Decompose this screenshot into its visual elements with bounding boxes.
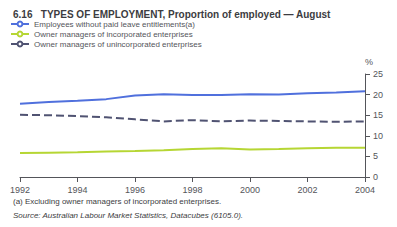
- svg-text:0: 0: [373, 172, 378, 182]
- svg-text:25: 25: [373, 69, 383, 79]
- svg-text:(a) Excluding owner managers o: (a) Excluding owner managers of incorpor…: [13, 197, 221, 206]
- svg-text:Source: Australian Labour Mark: Source: Australian Labour Market Statist…: [13, 211, 243, 220]
- svg-text:20: 20: [373, 90, 383, 100]
- svg-text:1996: 1996: [125, 185, 145, 195]
- svg-text:10: 10: [373, 131, 383, 141]
- svg-text:2000: 2000: [240, 185, 260, 195]
- svg-text:15: 15: [373, 110, 383, 120]
- svg-text:%: %: [365, 57, 373, 67]
- svg-text:5: 5: [373, 151, 378, 161]
- svg-text:1992: 1992: [10, 185, 30, 195]
- svg-text:1998: 1998: [182, 185, 202, 195]
- svg-text:Employees without paid leave e: Employees without paid leave entitlement…: [34, 20, 195, 29]
- svg-text:2004: 2004: [355, 185, 375, 195]
- svg-text:1994: 1994: [67, 185, 87, 195]
- svg-text:2002: 2002: [297, 185, 317, 195]
- svg-text:Owner managers of incorporated: Owner managers of incorporated enterpris…: [34, 30, 193, 39]
- svg-text:6.16 TYPES OF EMPLOYMENT, Pr: 6.16 TYPES OF EMPLOYMENT, Proportion of …: [13, 9, 331, 20]
- svg-text:Owner managers of unincorporat: Owner managers of unincorporated enterpr…: [34, 40, 202, 49]
